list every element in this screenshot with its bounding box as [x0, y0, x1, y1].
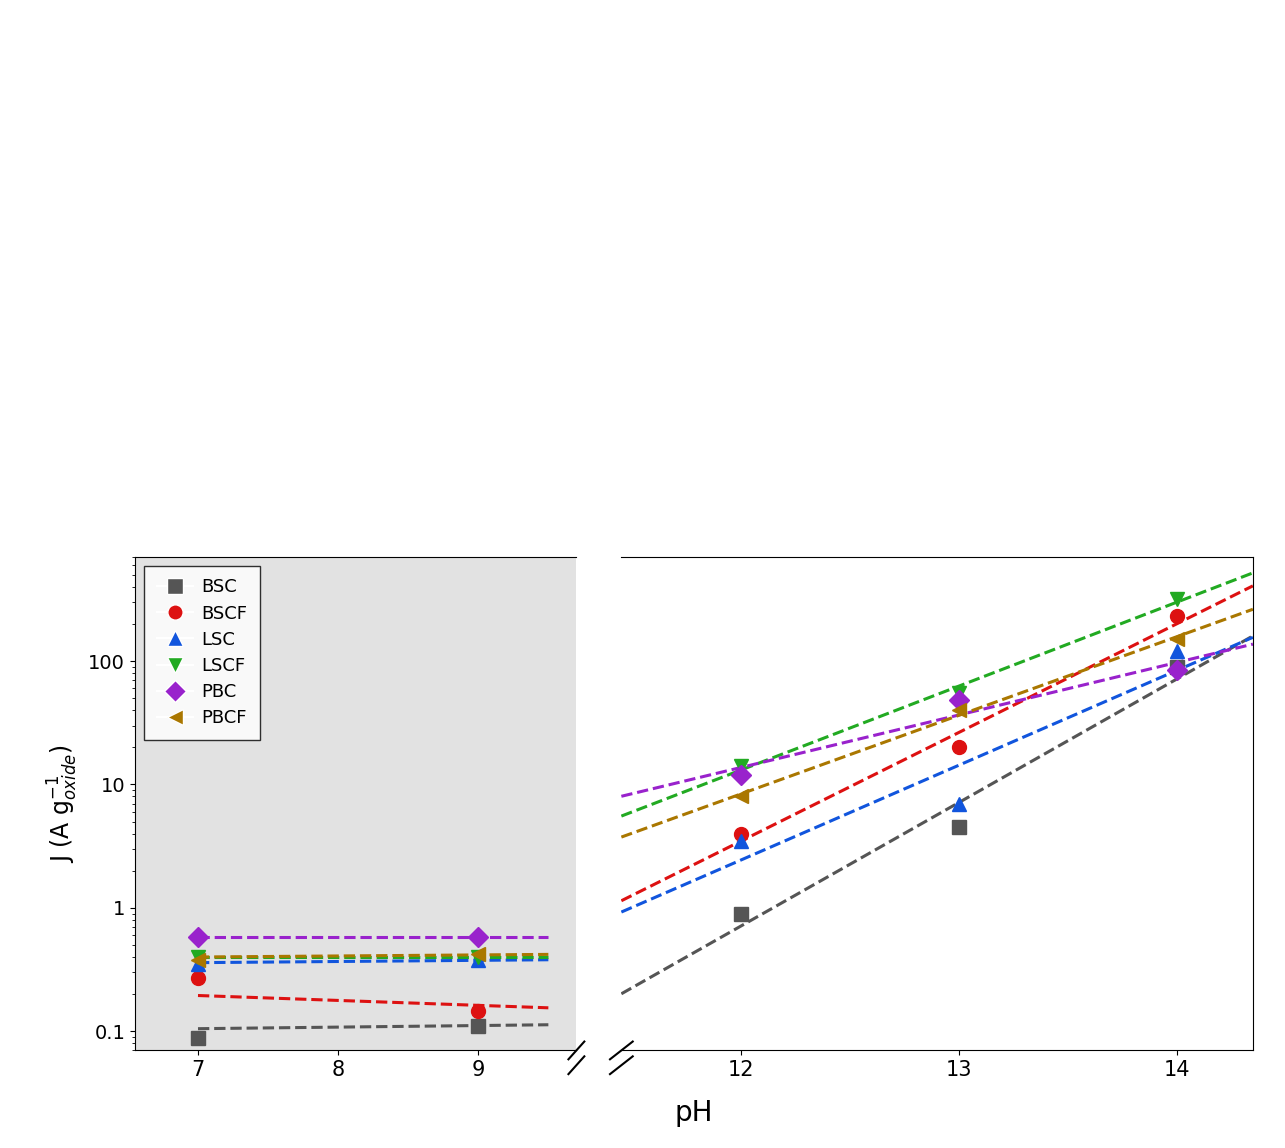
Text: pH: pH [675, 1100, 713, 1127]
Y-axis label: J (A g$^{-1}_{oxide}$): J (A g$^{-1}_{oxide}$) [46, 744, 80, 863]
Legend: BSC, BSCF, LSC, LSCF, PBC, PBCF: BSC, BSCF, LSC, LSCF, PBC, PBCF [144, 566, 261, 739]
